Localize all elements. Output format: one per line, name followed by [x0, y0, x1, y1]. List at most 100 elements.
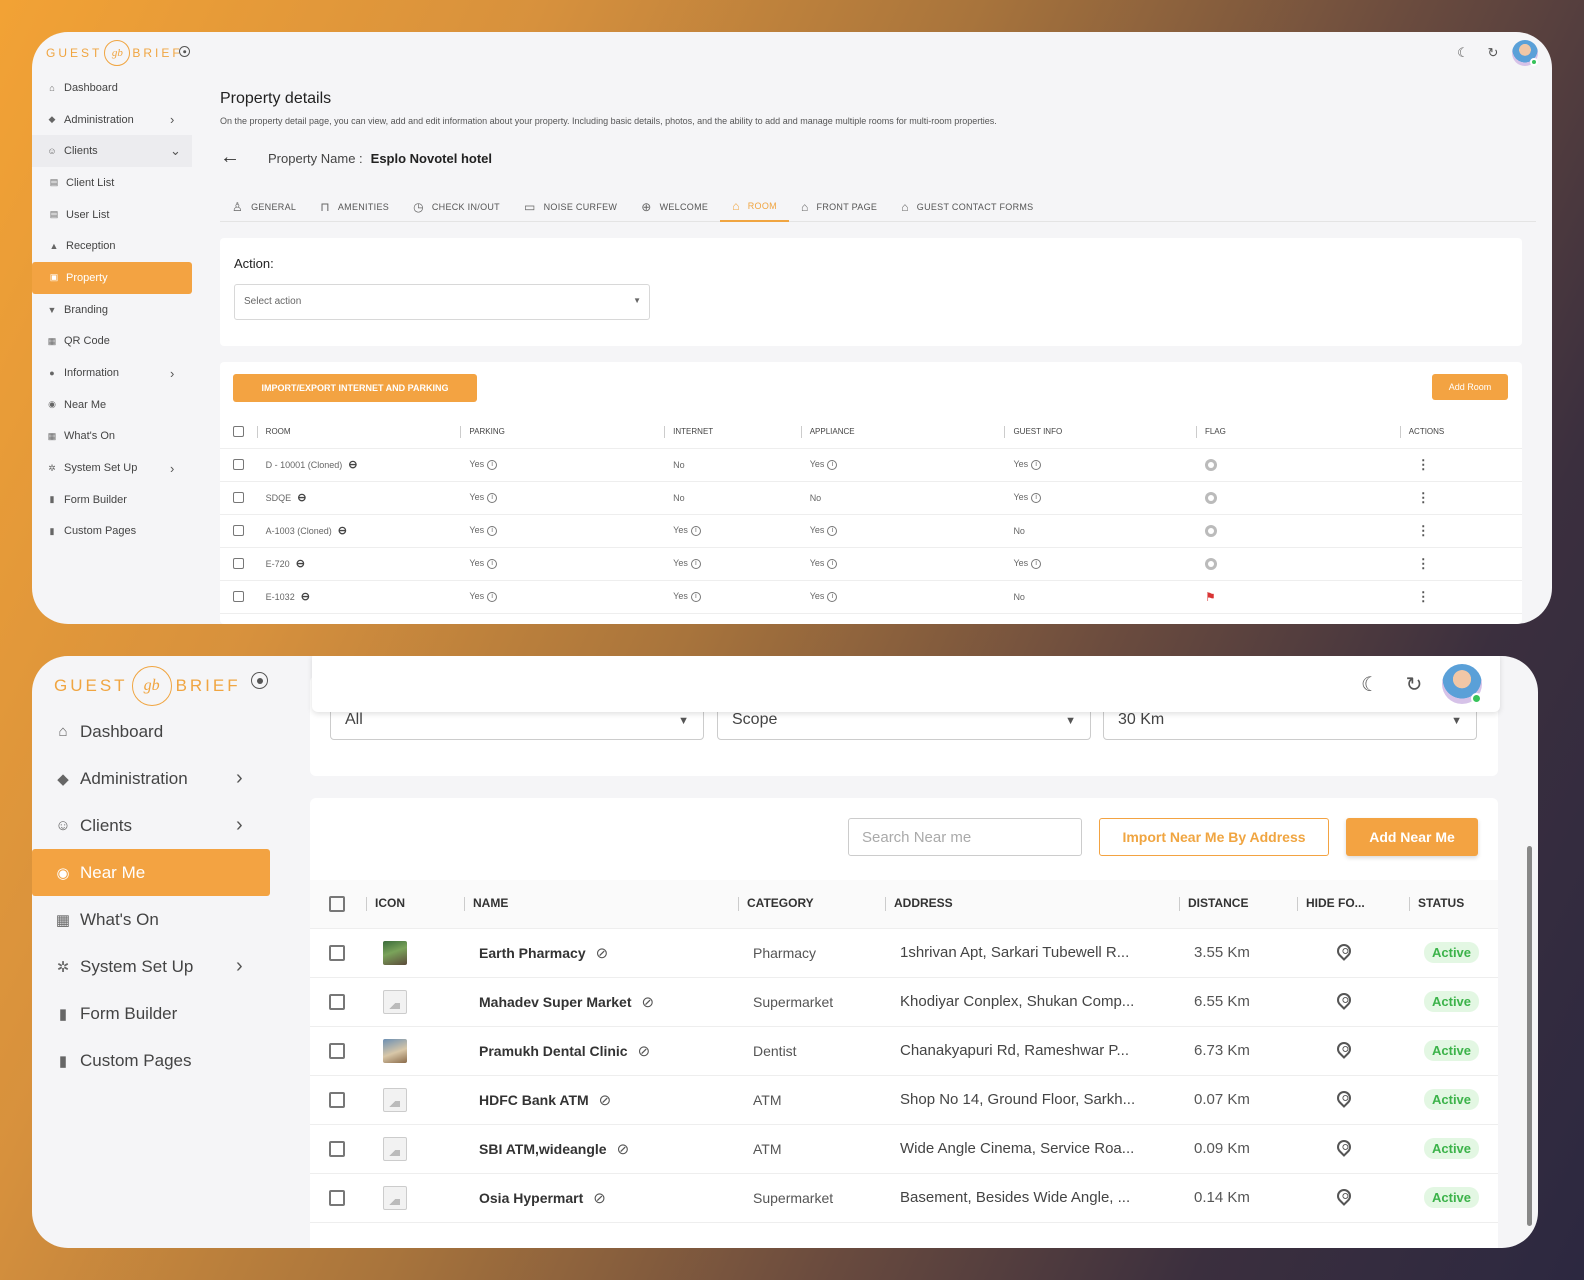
table-row[interactable]: Earth Pharmacy ⊘ Pharmacy 1shrivan Apt, Sar…	[310, 928, 1498, 978]
location-pin-icon[interactable]	[1334, 1039, 1354, 1059]
sidebar-item-near-me[interactable]: ◉ Near Me	[32, 389, 192, 421]
table-row[interactable]: SDQE ⊖ Yes i No No Yes i ⋮	[220, 481, 1522, 515]
flag-toggle-icon[interactable]	[1204, 557, 1217, 570]
flag-toggle-icon[interactable]	[1204, 458, 1217, 471]
more-vertical-icon[interactable]: ⋮	[1416, 522, 1430, 538]
link-icon[interactable]: ⊖	[337, 525, 347, 537]
row-checkbox[interactable]	[233, 459, 244, 471]
sidebar-item-administration[interactable]: ◆ Administration ›	[32, 755, 272, 802]
location-pin-icon[interactable]	[1334, 1137, 1354, 1157]
back-arrow-icon[interactable]: ←	[220, 146, 240, 168]
table-row[interactable]: Osia Hypermart ⊘ Supermarket Basement, Besi…	[310, 1173, 1498, 1223]
tab-welcome[interactable]: ⊕ WELCOME	[629, 192, 720, 222]
link-icon[interactable]: ⊘	[598, 1091, 612, 1109]
link-icon[interactable]: ⊘	[641, 993, 655, 1011]
sidebar-toggle-icon[interactable]	[179, 46, 190, 57]
import-export-button[interactable]: IMPORT/EXPORT INTERNET AND PARKING	[233, 374, 477, 402]
table-row[interactable]: Pramukh Dental Clinic ⊘ Dentist Chanakyapur…	[310, 1026, 1498, 1076]
tab-front-page[interactable]: ⌂ FRONT PAGE	[789, 192, 889, 222]
more-vertical-icon[interactable]: ⋮	[1416, 588, 1430, 604]
location-pin-icon[interactable]	[1334, 941, 1354, 961]
table-row[interactable]: A-1003 (Cloned) ⊖ Yes i Yes i Yes i No ⋮	[220, 514, 1522, 548]
avatar[interactable]	[1442, 664, 1482, 704]
location-pin-icon[interactable]	[1334, 990, 1354, 1010]
row-checkbox[interactable]	[233, 558, 244, 570]
add-near-me-button[interactable]: Add Near Me	[1346, 818, 1478, 856]
info-icon[interactable]: i	[487, 558, 498, 569]
select-all-checkbox[interactable]	[233, 426, 244, 438]
location-pin-icon[interactable]	[1334, 1088, 1354, 1108]
sidebar-item-custom-pages[interactable]: ▮ Custom Pages	[32, 516, 192, 548]
sidebar-item-property[interactable]: ▣ Property	[32, 262, 192, 294]
table-row[interactable]: SBI ATM,wideangle ⊘ ATM Wide Angle Cinema, …	[310, 1124, 1498, 1174]
sidebar-item-reception[interactable]: ▲ Reception	[32, 230, 192, 262]
scrollbar[interactable]	[1527, 846, 1532, 1226]
sidebar-item-what-s-on[interactable]: ▦ What's On	[32, 421, 192, 453]
sidebar-item-information[interactable]: ● Information ›	[32, 357, 192, 389]
link-icon[interactable]: ⊘	[616, 1140, 630, 1158]
info-icon[interactable]: i	[690, 558, 701, 569]
info-icon[interactable]: i	[487, 459, 498, 470]
sidebar-item-client-list[interactable]: ▤ Client List	[32, 167, 192, 199]
table-row[interactable]: E-1032 ⊖ Yes i Yes i Yes i No ⚑ ⋮	[220, 580, 1522, 614]
row-checkbox[interactable]	[329, 1043, 345, 1060]
flag-icon[interactable]: ⚑	[1204, 589, 1216, 604]
link-icon[interactable]: ⊖	[300, 591, 310, 603]
sidebar-item-form-builder[interactable]: ▮ Form Builder	[32, 484, 192, 516]
sidebar-item-branding[interactable]: ▼ Branding	[32, 294, 192, 326]
brand-logo[interactable]: GUEST gb BRIEF	[54, 666, 241, 706]
table-row[interactable]: D - 10001 (Cloned) ⊖ Yes i No Yes i Yes i ⋮	[220, 448, 1522, 482]
sidebar-item-clients[interactable]: ☺ Clients ⌄	[32, 135, 192, 168]
flag-toggle-icon[interactable]	[1204, 491, 1217, 504]
table-row[interactable]: Mahadev Super Market ⊘ Supermarket Khodiyar…	[310, 977, 1498, 1027]
sidebar-item-form-builder[interactable]: ▮ Form Builder	[32, 990, 272, 1037]
row-checkbox[interactable]	[329, 945, 345, 962]
sidebar-item-administration[interactable]: ◆ Administration ›	[32, 104, 192, 136]
tab-general[interactable]: ♙ GENERAL	[220, 192, 308, 222]
row-checkbox[interactable]	[329, 1190, 345, 1207]
search-input[interactable]: Search Near me	[848, 818, 1082, 856]
sidebar-item-near-me[interactable]: ◉ Near Me	[32, 849, 270, 896]
table-row[interactable]: E-720 ⊖ Yes i Yes i Yes i Yes i ⋮	[220, 547, 1522, 581]
info-icon[interactable]: i	[487, 591, 498, 602]
info-icon[interactable]: i	[827, 459, 838, 470]
sidebar-item-dashboard[interactable]: ⌂ Dashboard	[32, 72, 192, 104]
tab-noise-curfew[interactable]: ▭ NOISE CURFEW	[512, 192, 629, 222]
more-vertical-icon[interactable]: ⋮	[1416, 555, 1430, 571]
row-checkbox[interactable]	[329, 1141, 345, 1158]
info-icon[interactable]: i	[1031, 459, 1042, 470]
import-near-me-button[interactable]: Import Near Me By Address	[1099, 818, 1329, 856]
sidebar-item-custom-pages[interactable]: ▮ Custom Pages	[32, 1037, 272, 1084]
row-checkbox[interactable]	[233, 492, 244, 504]
brand-logo[interactable]: GUEST gb BRIEF	[46, 40, 183, 66]
row-checkbox[interactable]	[233, 525, 244, 537]
refresh-icon[interactable]: ↻	[1487, 45, 1499, 60]
info-icon[interactable]: i	[487, 492, 498, 503]
add-room-button[interactable]: Add Room	[1432, 374, 1508, 400]
sidebar-item-system-set-up[interactable]: ✲ System Set Up ›	[32, 943, 272, 990]
link-icon[interactable]: ⊖	[295, 558, 305, 570]
sidebar-item-dashboard[interactable]: ⌂ Dashboard	[32, 708, 272, 755]
info-icon[interactable]: i	[690, 525, 701, 536]
sidebar-item-system-set-up[interactable]: ✲ System Set Up ›	[32, 452, 192, 484]
table-row[interactable]: HDFC Bank ATM ⊘ ATM Shop No 14, Ground Floo…	[310, 1075, 1498, 1125]
link-icon[interactable]: ⊘	[637, 1042, 651, 1060]
moon-icon[interactable]: ☾	[1457, 45, 1469, 60]
sidebar-item-user-list[interactable]: ▤ User List	[32, 199, 192, 231]
info-icon[interactable]: i	[1031, 558, 1042, 569]
sidebar-toggle-icon[interactable]	[251, 672, 268, 689]
sidebar-item-qr-code[interactable]: ▦ QR Code	[32, 326, 192, 358]
link-icon[interactable]: ⊘	[595, 944, 609, 962]
avatar[interactable]	[1512, 40, 1538, 66]
info-icon[interactable]: i	[827, 591, 838, 602]
more-vertical-icon[interactable]: ⋮	[1416, 456, 1430, 472]
flag-toggle-icon[interactable]	[1204, 524, 1217, 537]
moon-icon[interactable]: ☾	[1361, 673, 1379, 696]
tab-room[interactable]: ⌂ ROOM	[720, 192, 789, 222]
row-checkbox[interactable]	[329, 1092, 345, 1109]
select-all-checkbox[interactable]	[329, 895, 345, 912]
info-icon[interactable]: i	[690, 591, 701, 602]
sidebar-item-what-s-on[interactable]: ▦ What's On	[32, 896, 272, 943]
info-icon[interactable]: i	[827, 525, 838, 536]
more-vertical-icon[interactable]: ⋮	[1416, 489, 1430, 505]
